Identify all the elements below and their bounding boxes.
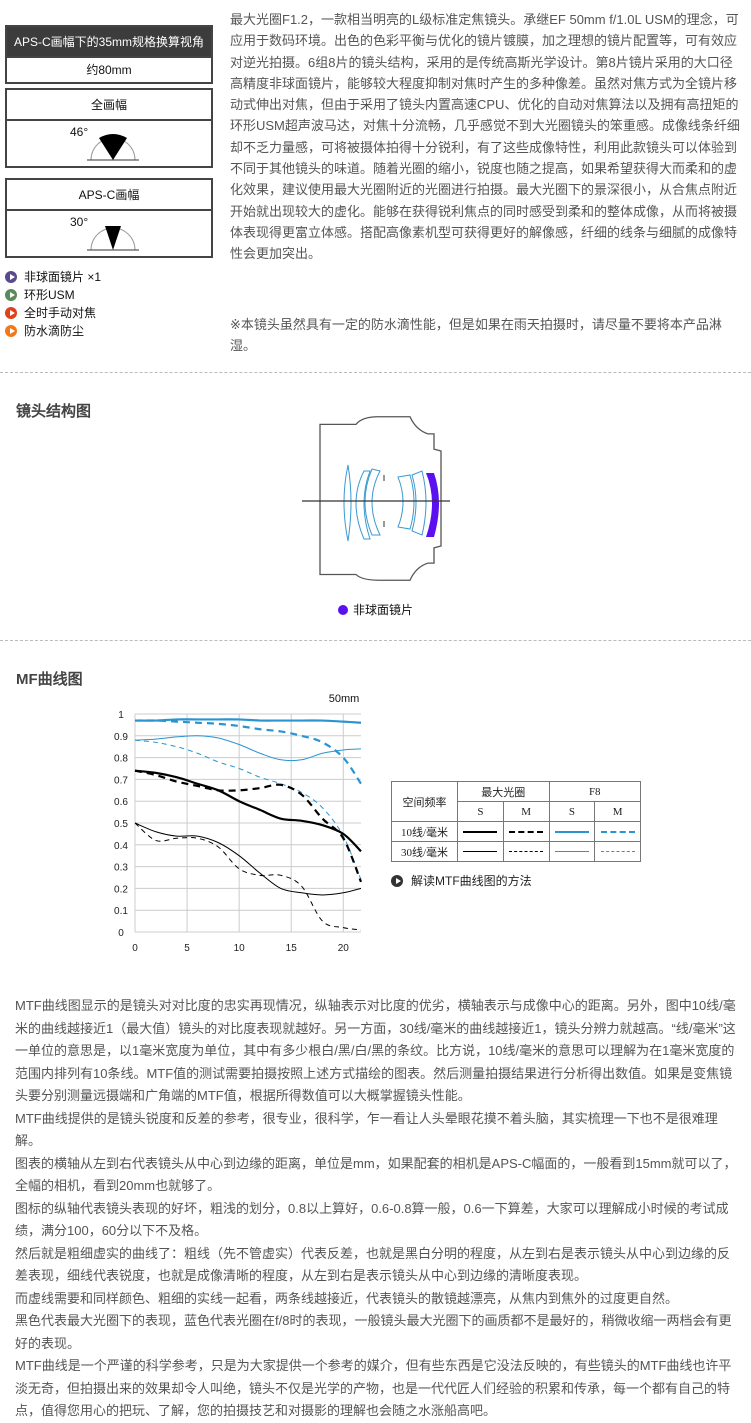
x-tick-label: 15 xyxy=(286,943,298,954)
divider xyxy=(0,640,751,641)
feature-item: 环形USM xyxy=(5,286,75,304)
lens-structure-diagram xyxy=(302,416,450,581)
mtf-series-line xyxy=(134,719,362,785)
legend-f8: F8 xyxy=(548,781,641,802)
legend-freq-header: 空间频率 xyxy=(391,781,458,822)
mtf-chart: 00.10.20.30.40.50.60.70.80.910 5 10 15 2050m… xyxy=(114,693,363,954)
apsc-frame-box: APS-C画幅 30° xyxy=(5,178,213,258)
apsc-frame-title: APS-C画幅 xyxy=(7,180,211,211)
structure-title: 镜头结构图 xyxy=(16,403,92,420)
x-tick-label: 0 xyxy=(132,943,138,954)
mtf-series-line xyxy=(134,718,362,724)
legend-row-10: 10线/毫米 xyxy=(391,821,458,842)
explain-paragraph: 然后就是粗细虚实的曲线了：粗线（先不管虚实）代表反差，也就是黑白分明的程度，从左… xyxy=(15,1245,731,1284)
y-tick-label: 0.6 xyxy=(114,797,128,808)
y-tick-label: 0.3 xyxy=(114,863,128,874)
aspheric-dot-icon xyxy=(338,604,348,615)
legend-m: M xyxy=(502,801,550,822)
feature-label: 环形USM xyxy=(24,288,75,302)
y-tick-label: 0.8 xyxy=(114,754,128,765)
full-frame-angle: 46° xyxy=(70,125,89,139)
legend-line xyxy=(509,851,544,853)
play-arrow-icon xyxy=(5,271,17,283)
legend-line xyxy=(509,830,544,833)
legend-max-aperture: 最大光圈 xyxy=(457,781,550,802)
legend-line xyxy=(600,830,635,833)
legend-m: M xyxy=(594,801,641,822)
divider xyxy=(0,372,751,373)
legend-line xyxy=(463,830,498,833)
legend-line xyxy=(554,851,589,853)
waterproof-note: ※本镜头虽然具有一定的防水滴性能，但是如果在雨天拍摄时，请尽量不要将本产品淋湿。 xyxy=(230,317,722,354)
feature-item: 非球面镜片 ×1 xyxy=(5,268,101,286)
y-tick-label: 0.5 xyxy=(114,819,128,830)
mtf-series-line xyxy=(134,739,362,880)
mtf-explanation: MTF曲线图显示的是镜头对对比度的忠实再现情况，纵轴表示对比度的优劣，横轴表示与… xyxy=(15,995,742,1423)
legend-line xyxy=(463,851,498,853)
explain-paragraph: 而虚线需要和同样颜色、粗细的实线一起看，两条线越接近，代表镜头的散镜越漂亮，从焦… xyxy=(15,1290,679,1306)
mtf-series-line xyxy=(134,769,363,883)
legend-row-30: 30线/毫米 xyxy=(391,841,458,862)
mtf-series-line xyxy=(134,822,362,896)
x-tick-label: 20 xyxy=(338,943,350,954)
aspheric-legend: 非球面镜片 xyxy=(338,601,413,618)
play-arrow-icon xyxy=(5,325,17,337)
feature-item: 防水滴防尘 xyxy=(5,322,84,340)
explain-paragraph: 图标的纵轴代表镜头表现的好坏，粗浅的划分，0.8以上算好，0.6-0.8算一般，… xyxy=(15,1200,729,1239)
mtf-series-line xyxy=(134,822,362,931)
full-frame-title: 全画幅 xyxy=(7,90,211,121)
intro-paragraph: 最大光圈F1.2，一款相当明亮的L级标准定焦镜头。承继EF 50mm f/1.0… xyxy=(230,12,740,262)
legend-s: S xyxy=(457,801,504,822)
x-tick-label: 10 xyxy=(234,943,246,954)
full-frame-box: 全画幅 46° xyxy=(5,88,213,168)
view-angle-30-icon xyxy=(87,226,139,251)
apsc-equivalent-box: APS-C画幅下的35mm规格换算视角 约80mm xyxy=(5,25,213,84)
apsc-frame-angle: 30° xyxy=(70,215,89,229)
y-tick-label: 1 xyxy=(118,710,124,721)
explain-paragraph: MTF曲线图显示的是镜头对对比度的忠实再现情况，纵轴表示对比度的优劣，横轴表示与… xyxy=(15,998,736,1103)
feature-label: 全时手动对焦 xyxy=(24,306,97,320)
y-tick-label: 0.7 xyxy=(114,775,128,786)
play-arrow-icon xyxy=(5,307,17,319)
legend-s: S xyxy=(548,801,596,822)
y-tick-label: 0.2 xyxy=(114,884,128,895)
mtf-howto-link[interactable]: 解读MTF曲线图的方法 xyxy=(391,872,532,889)
feature-label: 非球面镜片 ×1 xyxy=(24,270,102,284)
mtf-series-line xyxy=(134,735,362,762)
mtf-series-line xyxy=(134,769,362,853)
explain-paragraph: MTF曲线提供的是镜头锐度和反差的参考，很专业，很科学，乍一看让人头晕眼花摸不着… xyxy=(15,1110,718,1149)
feature-item: 全时手动对焦 xyxy=(5,304,96,322)
feature-label: 防水滴防尘 xyxy=(24,324,85,338)
apsc-equivalent-value: 约80mm xyxy=(86,63,132,77)
explain-paragraph: 图表的横轴从左到右代表镜头从中心到边缘的距离，单位是mm，如果配套的相机是APS… xyxy=(15,1155,737,1194)
x-tick-label: 5 xyxy=(184,943,190,954)
y-tick-label: 0.4 xyxy=(114,841,128,852)
explain-paragraph: MTF曲线是一个严谨的科学参考，只是为大家提供一个参考的媒介，但有些东西是它没法… xyxy=(15,1358,732,1418)
aspheric-legend-label: 非球面镜片 xyxy=(353,603,414,617)
legend-line xyxy=(600,851,635,853)
apsc-equivalent-title: APS-C画幅下的35mm规格换算视角 xyxy=(7,27,211,58)
play-arrow-icon xyxy=(391,874,403,887)
y-tick-label: 0.9 xyxy=(114,732,128,743)
mtf-howto-label: 解读MTF曲线图的方法 xyxy=(411,874,532,888)
chart-title: 50mm xyxy=(329,693,360,705)
y-tick-label: 0.1 xyxy=(114,906,128,917)
mtf-title: MF曲线图 xyxy=(16,671,83,688)
y-tick-label: 0 xyxy=(118,928,124,939)
legend-line xyxy=(554,830,589,833)
view-angle-46-icon xyxy=(87,134,139,161)
play-arrow-icon xyxy=(5,289,17,301)
explain-paragraph: 黑色代表最大光圈下的表现，蓝色代表光圈在f/8时的表现，一般镜头最大光圈下的画质… xyxy=(15,1313,732,1351)
